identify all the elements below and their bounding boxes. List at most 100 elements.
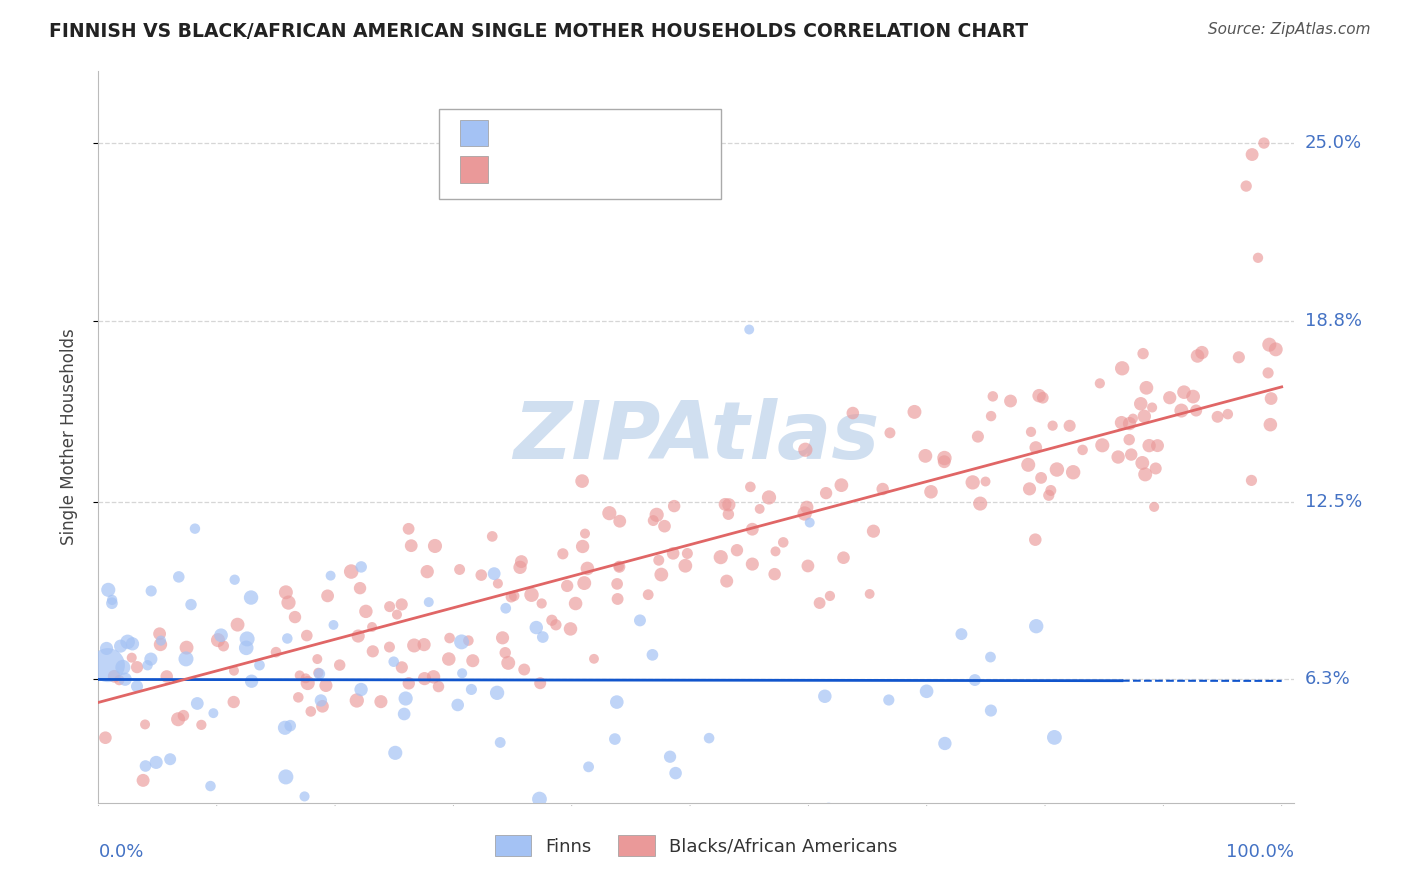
Point — [354, 604, 377, 618]
Point — [799, 516, 821, 530]
Point — [1028, 389, 1050, 403]
Point — [307, 652, 329, 666]
Point — [311, 699, 333, 714]
Point — [117, 635, 139, 649]
Point — [765, 544, 787, 558]
Point — [486, 686, 509, 700]
Point — [470, 568, 492, 582]
Point — [560, 622, 582, 636]
Text: R =: R = — [502, 124, 541, 142]
Text: 6.3%: 6.3% — [1305, 671, 1350, 689]
Point — [110, 639, 132, 653]
Point — [134, 717, 156, 731]
Point — [1039, 483, 1062, 498]
Point — [967, 429, 990, 443]
Point — [349, 581, 371, 595]
Point — [697, 731, 720, 746]
Point — [288, 668, 311, 682]
Point — [1191, 345, 1213, 359]
Point — [277, 596, 299, 610]
Point — [654, 519, 676, 533]
Point — [520, 588, 543, 602]
Point — [226, 617, 249, 632]
Point — [645, 508, 668, 522]
Point — [111, 660, 134, 674]
Point — [555, 579, 578, 593]
Point — [156, 669, 179, 683]
Point — [950, 627, 973, 641]
Point — [395, 810, 418, 824]
Point — [141, 583, 163, 598]
Point — [209, 628, 232, 642]
Point — [859, 587, 882, 601]
Point — [1140, 401, 1163, 415]
Point — [1187, 349, 1209, 363]
Point — [103, 669, 125, 683]
Point — [1059, 418, 1081, 433]
Point — [1170, 403, 1192, 417]
Point — [384, 746, 406, 760]
Point — [665, 766, 688, 780]
Point — [1234, 179, 1257, 194]
Text: N =: N = — [607, 124, 647, 142]
Point — [240, 591, 263, 605]
Point — [1137, 439, 1160, 453]
Text: 100.0%: 100.0% — [1226, 843, 1294, 861]
Point — [817, 802, 839, 816]
Point — [571, 540, 593, 554]
Point — [564, 597, 586, 611]
Point — [934, 450, 956, 465]
Point — [423, 539, 446, 553]
Point — [224, 573, 246, 587]
Point — [382, 655, 405, 669]
Text: 25.0%: 25.0% — [1305, 134, 1362, 152]
Point — [606, 577, 628, 591]
Point — [149, 638, 172, 652]
Point — [914, 449, 936, 463]
Point — [398, 522, 420, 536]
Point — [609, 514, 631, 528]
Point — [763, 567, 786, 582]
Point — [571, 474, 593, 488]
Point — [501, 590, 523, 604]
Point — [934, 455, 956, 469]
Point — [222, 695, 245, 709]
Point — [350, 560, 373, 574]
Point — [529, 792, 551, 806]
Point — [748, 502, 770, 516]
Text: R =: R = — [502, 161, 541, 178]
Point — [361, 644, 384, 658]
Point — [980, 704, 1002, 718]
Point — [180, 598, 202, 612]
Point — [457, 633, 479, 648]
Point — [607, 559, 630, 574]
Point — [1185, 403, 1208, 417]
Point — [503, 589, 526, 603]
Point — [741, 522, 763, 536]
Point — [346, 693, 368, 707]
Point — [482, 566, 505, 581]
Point — [139, 652, 162, 666]
Point — [574, 576, 596, 591]
Point — [184, 522, 207, 536]
Point — [725, 543, 748, 558]
Point — [676, 547, 699, 561]
Point — [125, 679, 148, 693]
Point — [264, 645, 287, 659]
Point — [879, 425, 901, 440]
Point — [551, 547, 574, 561]
Point — [1260, 392, 1282, 406]
Point — [1042, 418, 1064, 433]
Point — [1000, 394, 1022, 409]
Text: 0.0%: 0.0% — [98, 843, 143, 861]
Text: -0.016: -0.016 — [541, 124, 606, 142]
Point — [1130, 456, 1153, 470]
Point — [1043, 731, 1066, 745]
Point — [159, 752, 181, 766]
Point — [934, 736, 956, 750]
Point — [395, 691, 418, 706]
Point — [437, 652, 460, 666]
Point — [969, 497, 991, 511]
Point — [295, 629, 318, 643]
Point — [97, 582, 120, 597]
